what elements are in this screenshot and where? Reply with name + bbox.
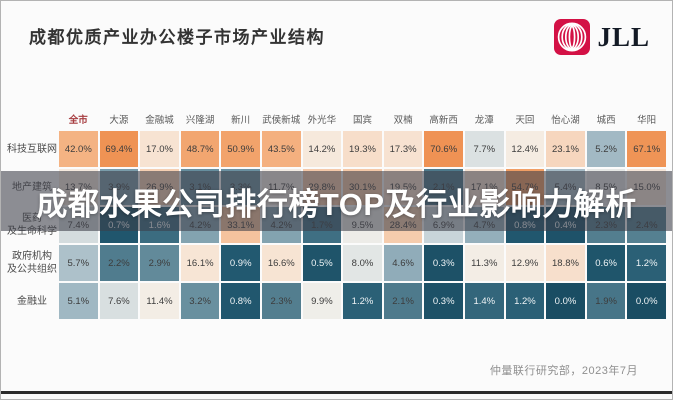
heatmap-cell: 1.2% — [343, 283, 382, 319]
heatmap-cell: 14.2% — [302, 131, 342, 167]
heatmap-cell: 42.0% — [59, 131, 98, 167]
heatmap-cell: 43.5% — [261, 131, 301, 167]
column-header: 天回 — [515, 115, 535, 126]
heatmap-cell: 50.9% — [221, 131, 260, 167]
heatmap-cell: 12.9% — [505, 245, 545, 281]
heatmap-cell: 9.9% — [302, 283, 342, 319]
overlay-banner: 成都水果公司排行榜TOP及行业影响力解析 — [1, 171, 672, 231]
column-header: 金融城 — [145, 115, 174, 126]
heatmap-cell: 2.2% — [99, 245, 139, 281]
jll-logo: JLL — [554, 19, 650, 55]
column-header: 新川 — [231, 115, 251, 126]
heatmap-cell: 1.9% — [586, 283, 626, 319]
source-note: 仲量联行研究部，2023年7月 — [489, 365, 638, 377]
column-header: 外光华 — [307, 115, 337, 126]
heatmap-cell: 67.1% — [627, 131, 666, 167]
column-header: 高新西 — [429, 115, 458, 126]
heatmap-cell: 0.0% — [546, 283, 585, 319]
heatmap-cell: 18.8% — [546, 245, 585, 281]
heatmap-cell: 1.4% — [464, 283, 504, 319]
heatmap-cell: 48.7% — [180, 131, 220, 167]
heatmap-cell: 0.5% — [302, 245, 342, 281]
jll-wordmark: JLL — [597, 21, 650, 52]
heatmap-cell: 7.7% — [464, 131, 504, 167]
heatmap-cell: 16.1% — [180, 245, 220, 281]
heatmap-cell: 23.1% — [546, 131, 585, 167]
heatmap-cell: 5.7% — [59, 245, 98, 281]
heatmap-cell: 8.0% — [343, 245, 382, 281]
heatmap-cell: 3.2% — [180, 283, 220, 319]
column-header: 双楠 — [393, 115, 413, 126]
heatmap-cell: 17.3% — [383, 131, 423, 167]
page-title: 成都优质产业办公楼子市场产业结构 — [29, 28, 325, 47]
heatmap-cell: 0.0% — [627, 283, 666, 319]
heatmap-cell: 2.9% — [140, 245, 179, 281]
heatmap-cell: 5.1% — [59, 283, 98, 319]
heatmap-cell: 17.0% — [140, 131, 179, 167]
heatmap-cell: 16.6% — [261, 245, 301, 281]
heatmap-cell: 7.6% — [99, 283, 139, 319]
heatmap-cell: 1.2% — [627, 245, 666, 281]
heatmap-cell: 0.3% — [424, 245, 463, 281]
heatmap-cell: 1.2% — [505, 283, 545, 319]
column-header: 城西 — [596, 115, 616, 126]
heatmap-cell: 12.4% — [505, 131, 545, 167]
heatmap-cell: 11.4% — [140, 283, 179, 319]
column-header: 大源 — [109, 115, 129, 126]
heatmap-cell: 2.1% — [383, 283, 423, 319]
row-label: 政府机构 及公共组织 — [7, 251, 57, 275]
column-header: 怡心湖 — [551, 115, 580, 126]
heatmap-cell: 69.4% — [99, 131, 139, 167]
heatmap-cell: 70.6% — [424, 131, 463, 167]
column-header: 华阳 — [637, 115, 657, 126]
column-header: 国宾 — [352, 115, 372, 126]
heatmap-cell: 0.6% — [586, 245, 626, 281]
heatmap-cell: 2.3% — [261, 283, 301, 319]
heatmap-cell: 0.9% — [221, 245, 260, 281]
column-header: 全市 — [68, 115, 88, 126]
column-header: 兴隆湖 — [185, 115, 215, 126]
heatmap-corner — [7, 106, 57, 129]
jll-rings-icon — [554, 19, 591, 55]
row-label: 金融业 — [17, 295, 47, 307]
heatmap-cell: 0.8% — [221, 283, 260, 319]
row-label: 科技互联网 — [7, 143, 57, 155]
column-header: 武侯新城 — [262, 115, 301, 126]
heatmap-cell: 11.3% — [464, 245, 504, 281]
heatmap-cell: 19.3% — [343, 131, 382, 167]
overlay-banner-text: 成都水果公司排行榜TOP及行业影响力解析 — [36, 186, 637, 222]
heatmap-cell: 0.3% — [424, 283, 463, 319]
heatmap-cell: 4.6% — [383, 245, 423, 281]
column-header: 龙潭 — [474, 115, 494, 126]
slide-bottom-edge — [1, 391, 672, 394]
heatmap-cell: 5.2% — [586, 131, 626, 167]
